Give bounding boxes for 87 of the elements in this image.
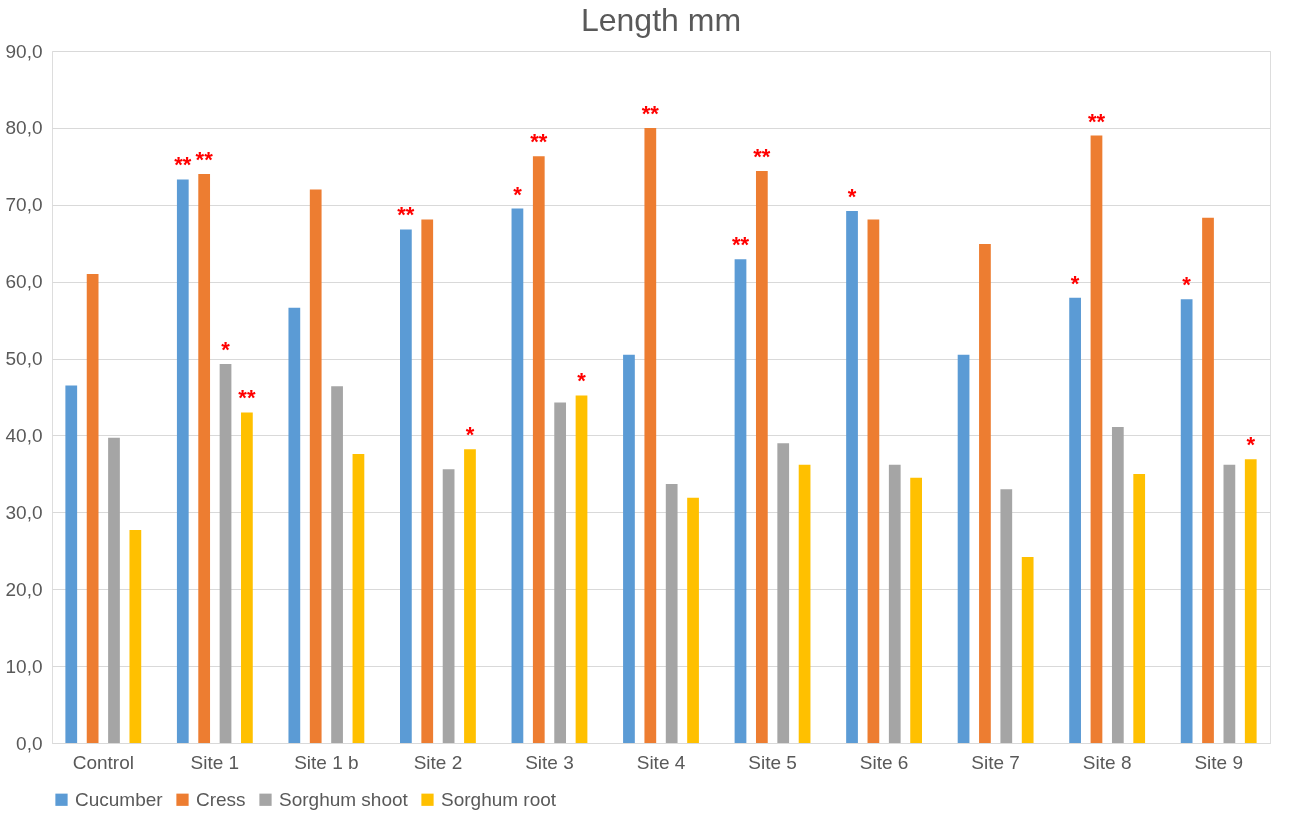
bar <box>1000 489 1013 743</box>
bar <box>65 385 78 743</box>
bar <box>1133 473 1146 743</box>
bar <box>575 395 588 743</box>
bar <box>511 208 524 743</box>
data-label: * <box>1070 270 1080 296</box>
bar <box>198 174 211 743</box>
bar <box>846 210 858 743</box>
bar <box>755 170 768 743</box>
chart-title: Length mm <box>580 2 742 38</box>
data-label: * <box>847 183 857 209</box>
data-label: ** <box>731 232 750 258</box>
data-label: * <box>221 336 231 362</box>
x-tick-label: Site 1 b <box>294 751 359 773</box>
y-tick-label: 80,0 <box>5 117 43 139</box>
y-tick-label: 60,0 <box>5 271 43 293</box>
bar <box>957 354 970 743</box>
data-label: * <box>577 368 587 394</box>
bar <box>798 464 811 743</box>
x-tick-label: Site 8 <box>1082 751 1132 773</box>
bar <box>867 219 880 743</box>
legend-label: Sorghum shoot <box>279 788 409 810</box>
bar <box>288 307 301 743</box>
x-tick-label: Site 3 <box>525 751 574 773</box>
bar <box>665 483 678 743</box>
y-tick-label: 90,0 <box>5 40 43 62</box>
y-tick-label: 30,0 <box>5 501 43 523</box>
data-label: ** <box>753 143 771 169</box>
bar <box>176 179 189 743</box>
bar <box>1223 464 1236 743</box>
data-label: * <box>1182 272 1192 298</box>
bar <box>129 530 142 743</box>
bar <box>734 259 747 743</box>
y-tick-label: 20,0 <box>5 578 43 600</box>
data-label: ** <box>195 147 214 173</box>
data-label: ** <box>641 100 660 126</box>
legend-label: Cucumber <box>75 788 164 810</box>
bar <box>910 477 922 743</box>
data-label: ** <box>530 129 548 155</box>
bar <box>309 189 322 743</box>
data-label: ** <box>1087 108 1106 134</box>
y-tick-label: 40,0 <box>5 424 43 446</box>
bar <box>421 219 434 743</box>
bar <box>554 402 567 743</box>
bar <box>777 443 790 743</box>
bar <box>1090 135 1103 743</box>
x-tick-label: Site 1 <box>190 751 240 773</box>
legend-label: Sorghum root <box>441 788 557 810</box>
bar <box>442 469 455 743</box>
x-tick-label: Site 6 <box>859 751 909 773</box>
y-tick-label: 10,0 <box>5 655 43 677</box>
bar <box>1180 299 1193 743</box>
data-label: ** <box>397 202 415 228</box>
data-label: * <box>465 422 475 448</box>
bar <box>888 464 901 743</box>
bar <box>1244 459 1257 743</box>
bar <box>241 412 253 743</box>
y-tick-label: 70,0 <box>5 194 43 216</box>
bar <box>352 453 365 743</box>
data-label: * <box>513 181 523 207</box>
x-tick-label: Site 2 <box>413 751 463 773</box>
bar <box>644 127 657 743</box>
x-tick-label: Control <box>72 751 134 773</box>
bar <box>219 363 232 743</box>
bar <box>1202 217 1214 743</box>
bar <box>623 354 635 743</box>
x-tick-label: Site 9 <box>1194 751 1243 773</box>
bar <box>400 229 412 743</box>
bar <box>532 156 545 743</box>
bar <box>1111 426 1124 743</box>
x-tick-label: Site 4 <box>636 751 686 773</box>
x-tick-label: Site 7 <box>971 751 1020 773</box>
x-tick-label: Site 5 <box>748 751 797 773</box>
bar <box>331 386 343 743</box>
bar <box>108 437 120 743</box>
bar <box>1069 297 1081 743</box>
bar <box>464 449 476 743</box>
bar <box>979 243 991 743</box>
bar <box>86 273 99 743</box>
y-tick-label: 0,0 <box>16 732 43 754</box>
y-tick-label: 50,0 <box>5 348 43 370</box>
bar <box>1021 556 1034 743</box>
data-label: * <box>1246 432 1256 458</box>
data-label: ** <box>238 385 256 411</box>
bar <box>687 497 699 743</box>
data-label: ** <box>174 152 192 178</box>
legend-label: Cress <box>196 788 246 810</box>
